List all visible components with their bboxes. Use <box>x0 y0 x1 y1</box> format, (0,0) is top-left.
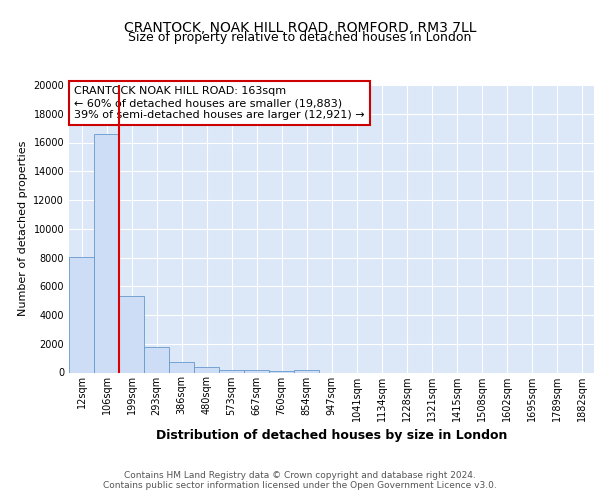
Bar <box>194 367 219 372</box>
Text: Contains public sector information licensed under the Open Government Licence v3: Contains public sector information licen… <box>103 482 497 490</box>
Bar <box>119 296 144 372</box>
Bar <box>69 257 94 372</box>
Bar <box>169 362 194 372</box>
Text: Size of property relative to detached houses in London: Size of property relative to detached ho… <box>128 31 472 44</box>
Bar <box>269 371 294 372</box>
Text: Contains HM Land Registry data © Crown copyright and database right 2024.: Contains HM Land Registry data © Crown c… <box>124 472 476 480</box>
Bar <box>294 370 319 372</box>
Text: CRANTOCK NOAK HILL ROAD: 163sqm
← 60% of detached houses are smaller (19,883)
39: CRANTOCK NOAK HILL ROAD: 163sqm ← 60% of… <box>74 86 365 120</box>
X-axis label: Distribution of detached houses by size in London: Distribution of detached houses by size … <box>156 429 507 442</box>
Bar <box>244 370 269 372</box>
Bar <box>219 370 244 372</box>
Bar <box>94 134 119 372</box>
Text: CRANTOCK, NOAK HILL ROAD, ROMFORD, RM3 7LL: CRANTOCK, NOAK HILL ROAD, ROMFORD, RM3 7… <box>124 20 476 34</box>
Y-axis label: Number of detached properties: Number of detached properties <box>18 141 28 316</box>
Bar <box>144 346 169 372</box>
